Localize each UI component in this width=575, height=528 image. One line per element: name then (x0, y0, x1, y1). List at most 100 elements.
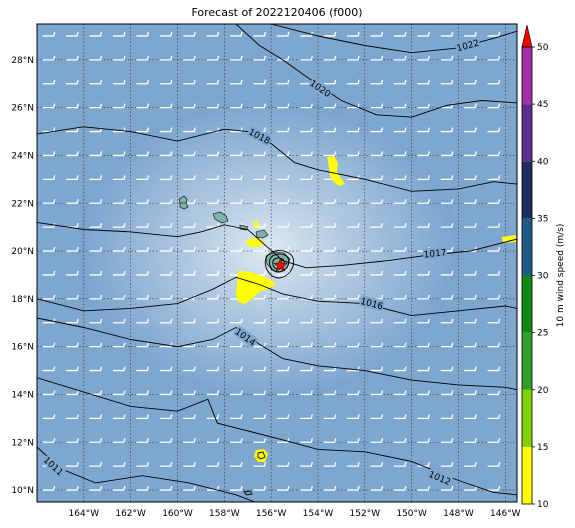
wind-barb (42, 55, 56, 61)
wind-barb (487, 438, 501, 443)
wind-barb (393, 175, 407, 181)
wind-barb (230, 31, 243, 37)
wind-barb (66, 55, 79, 61)
wind-barb (464, 270, 477, 276)
wind-barb (370, 79, 384, 85)
wind-barb (206, 103, 220, 109)
wind-barb (136, 31, 149, 37)
wind-barb (370, 414, 384, 420)
colorbar-tick-label: 40 (537, 157, 549, 167)
wind-barb (42, 151, 56, 157)
wind-barb (183, 342, 196, 348)
wind-barb (323, 246, 337, 252)
wind-barb (230, 414, 243, 420)
colorbar-tick-label: 30 (537, 272, 549, 282)
wind-barb (417, 318, 430, 324)
wind-barb (136, 318, 149, 324)
wind-barb (206, 366, 220, 372)
wind-barb (440, 79, 454, 85)
wind-barb (487, 342, 501, 348)
wind-barb (112, 461, 126, 467)
wind-barb (300, 438, 313, 443)
wind-barb (66, 438, 79, 443)
wind-barb (66, 461, 79, 467)
wind-barb (370, 199, 384, 204)
wind-barb (370, 270, 384, 276)
wind-barb (300, 199, 313, 204)
wind-barb (183, 31, 196, 37)
wind-barb (136, 55, 149, 61)
wind-barb (347, 485, 360, 491)
wind-barb (347, 151, 360, 157)
wind-barb (183, 414, 196, 420)
wind-barb (370, 438, 384, 443)
wind-barb (464, 390, 477, 396)
wind-barb (89, 342, 103, 348)
wind-barb (417, 175, 430, 181)
wind-barb (347, 294, 360, 300)
wind-barb (440, 175, 454, 181)
wind-barb (393, 390, 407, 396)
wind-barb (440, 199, 454, 204)
wind-barb (393, 414, 407, 420)
wind-barb (464, 438, 477, 443)
wind-barb (253, 438, 267, 443)
wind-barb (159, 461, 173, 467)
wind-barb (323, 103, 337, 109)
wind-barb (183, 318, 196, 324)
wind-barb (487, 151, 501, 157)
wind-barb (253, 199, 267, 204)
wind-barb (66, 270, 79, 276)
wind-barb (323, 342, 337, 348)
wind-barb (370, 127, 384, 133)
wind-barb (393, 199, 407, 204)
wind-barb (159, 151, 173, 157)
wind-barb (206, 55, 220, 61)
wind-barb (112, 175, 126, 181)
wind-barb (230, 55, 243, 61)
colorbar-tick-label: 50 (537, 43, 549, 53)
colorbar-bin (522, 218, 532, 276)
isobar-label-bg (41, 453, 67, 478)
wind-barb (183, 151, 196, 157)
wind-barb (89, 366, 103, 372)
wind-barb (112, 79, 126, 85)
wind-barb (276, 294, 290, 300)
wind-barb (136, 175, 149, 181)
wind-barb (370, 151, 384, 157)
wind-barb (183, 222, 196, 228)
wind-barb (440, 438, 454, 443)
wind-barb (464, 79, 477, 85)
wind-barb (393, 79, 407, 85)
lon-tick-label: 156°W (256, 509, 287, 519)
wind-barb (42, 246, 56, 252)
wind-barb (206, 246, 220, 252)
wind-barb (66, 485, 79, 491)
wind-barb (370, 461, 384, 467)
wind-barb (89, 318, 103, 324)
wind-field-low-speed-region (78, 100, 458, 400)
wind-barb (66, 390, 79, 396)
wind-barb (323, 31, 337, 37)
wind-barb (464, 199, 477, 204)
wind-barb (276, 318, 290, 324)
wind-barb (183, 270, 196, 276)
wind-barb (112, 151, 126, 157)
wind-barb (206, 461, 220, 467)
wind-barb (183, 390, 196, 396)
colorbar-tick-label: 20 (537, 386, 549, 396)
storm-contour-outer (264, 250, 295, 279)
wind-barb (417, 294, 430, 300)
wind-barb (276, 55, 290, 61)
wind-barb (347, 199, 360, 204)
wind-barb (230, 151, 243, 157)
storm-center-marker[interactable] (273, 257, 288, 272)
wind-barb (276, 461, 290, 467)
wind-barb (300, 103, 313, 109)
wind-barb (487, 366, 501, 372)
wind-barb (206, 414, 220, 420)
wind-barb (89, 270, 103, 276)
wind-barb (370, 342, 384, 348)
wind-barb (206, 79, 220, 85)
